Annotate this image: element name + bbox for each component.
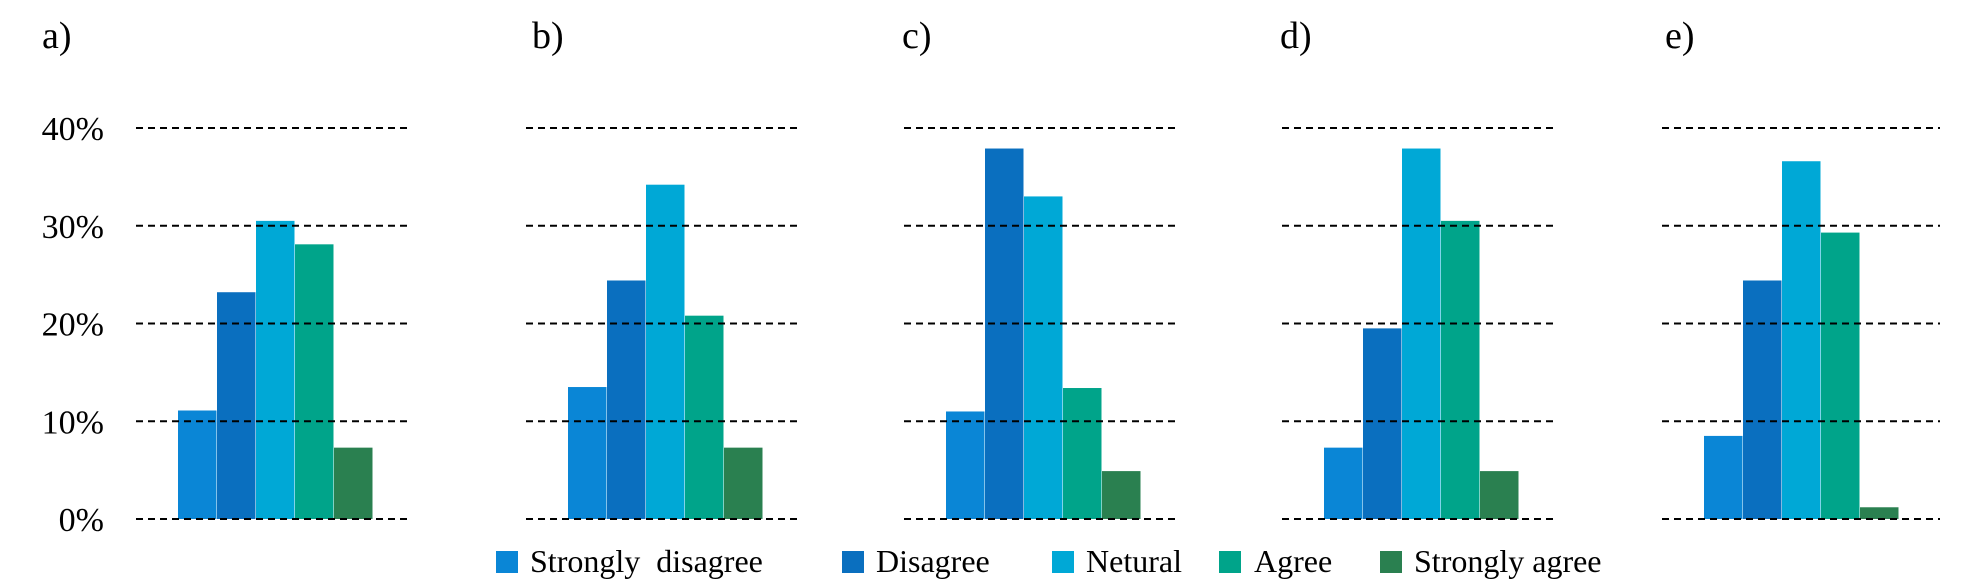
y-tick-label-4: 40% <box>42 111 104 148</box>
bar-c-1 <box>946 411 985 519</box>
legend-swatch-3 <box>1052 551 1074 573</box>
legend-swatch-1 <box>496 551 518 573</box>
y-tick-label-1: 10% <box>42 404 104 441</box>
bar-a-1 <box>178 410 217 519</box>
bar-b-2 <box>607 280 646 519</box>
bar-e-5 <box>1860 507 1899 519</box>
y-tick-label-2: 20% <box>42 307 104 344</box>
legend-label-3: Netural <box>1086 543 1182 579</box>
bar-d-1 <box>1324 447 1363 519</box>
bar-c-2 <box>985 148 1024 519</box>
bar-d-4 <box>1441 220 1480 520</box>
bar-a-4 <box>295 244 334 519</box>
bar-e-2 <box>1743 280 1782 519</box>
bar-c-3 <box>1024 196 1063 520</box>
legend-label-4: Agree <box>1254 543 1332 579</box>
legend-swatch-5 <box>1380 551 1402 573</box>
bar-c-5 <box>1102 471 1141 519</box>
legend-swatch-2 <box>842 551 864 573</box>
panel-label-a: a) <box>42 15 72 57</box>
bar-c-4 <box>1063 388 1102 519</box>
y-tick-label-3: 30% <box>42 209 104 246</box>
bar-b-3 <box>646 184 685 519</box>
bar-b-1 <box>568 387 607 519</box>
legend-label-5: Strongly agree <box>1414 543 1602 579</box>
bar-a-3 <box>256 220 295 520</box>
bar-d-5 <box>1480 471 1519 519</box>
bar-e-4 <box>1821 232 1860 519</box>
bar-b-4 <box>685 315 724 519</box>
bar-e-3 <box>1782 161 1821 520</box>
panel-label-e: e) <box>1665 15 1695 57</box>
legend-swatch-4 <box>1219 551 1241 573</box>
legend-label-2: Disagree <box>876 543 990 579</box>
bar-d-2 <box>1363 328 1402 519</box>
bar-b-5 <box>724 447 763 519</box>
y-tick-label-0: 0% <box>59 502 104 539</box>
bar-a-5 <box>334 447 373 519</box>
panel-label-c: c) <box>902 15 932 57</box>
bar-d-3 <box>1402 148 1441 519</box>
bar-a-2 <box>217 292 256 519</box>
panel-label-b: b) <box>532 15 564 57</box>
panel-label-d: d) <box>1280 15 1312 57</box>
legend-label-1: Strongly disagree <box>530 543 763 579</box>
bar-e-1 <box>1704 435 1743 519</box>
